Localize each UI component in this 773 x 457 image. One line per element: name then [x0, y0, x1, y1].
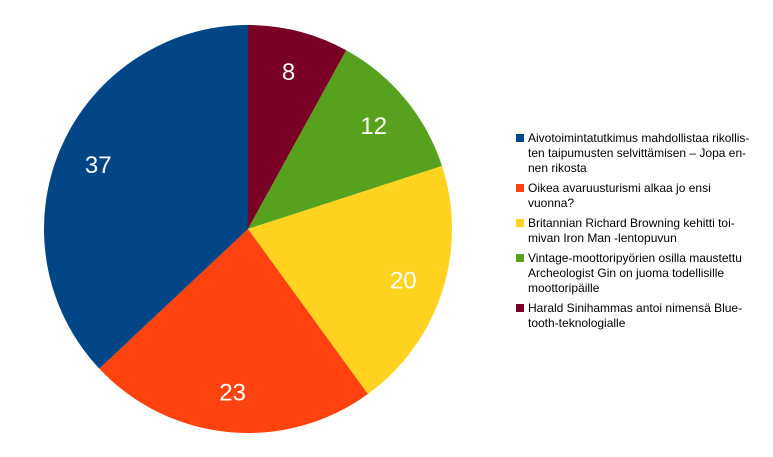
legend-item-1: Vintage-moottoripyörien osilla maustettu… — [516, 251, 766, 296]
slice-value-label-3: 23 — [219, 379, 246, 406]
legend-swatch — [516, 304, 524, 312]
legend-label: Oikea avaruusturismi alkaa jo ensi vuonn… — [528, 181, 711, 210]
legend: Aivotoimintatutkimus mahdollistaa rikoll… — [516, 131, 766, 336]
pie-slice-0 — [248, 25, 347, 229]
legend-swatch — [516, 254, 524, 262]
legend-label: Harald Sinihammas antoi nimensä Blue- to… — [528, 301, 743, 330]
legend-swatch — [516, 219, 524, 227]
legend-item-4: Aivotoimintatutkimus mahdollistaa rikoll… — [516, 131, 766, 176]
legend-label: Vintage-moottoripyörien osilla maustettu… — [528, 251, 742, 295]
slice-value-label-0: 8 — [282, 59, 295, 86]
pie-slice-3 — [99, 229, 368, 434]
legend-item-0: Harald Sinihammas antoi nimensä Blue- to… — [516, 301, 766, 331]
pie-slice-2 — [248, 165, 452, 395]
slice-value-label-4: 37 — [85, 152, 112, 179]
slice-value-label-1: 12 — [360, 113, 387, 140]
legend-item-3: Oikea avaruusturismi alkaa jo ensi vuonn… — [516, 181, 766, 211]
pie-slice-1 — [248, 50, 443, 230]
slice-value-label-2: 20 — [390, 267, 417, 294]
legend-swatch — [516, 134, 524, 142]
legend-label: Aivotoimintatutkimus mahdollistaa rikoll… — [528, 131, 750, 175]
legend-swatch — [516, 184, 524, 192]
legend-item-2: Britannian Richard Browning kehitti toi-… — [516, 216, 766, 246]
pie-slice-4 — [44, 25, 248, 369]
legend-label: Britannian Richard Browning kehitti toi-… — [528, 216, 735, 245]
